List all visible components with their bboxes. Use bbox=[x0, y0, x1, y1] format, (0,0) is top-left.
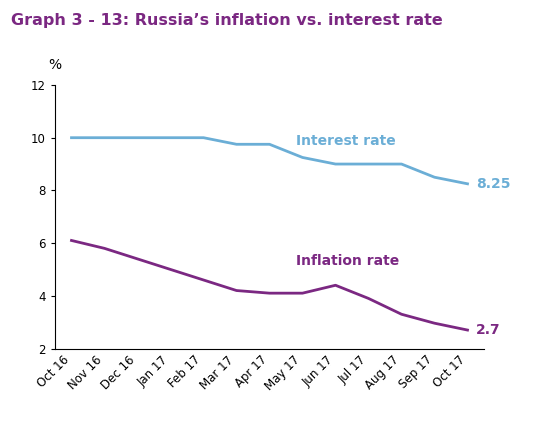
Text: %: % bbox=[48, 58, 62, 72]
Text: Inflation rate: Inflation rate bbox=[296, 254, 399, 268]
Text: Graph 3 - 13: Russia’s inflation vs. interest rate: Graph 3 - 13: Russia’s inflation vs. int… bbox=[11, 13, 443, 28]
Text: 2.7: 2.7 bbox=[476, 323, 500, 337]
Text: Interest rate: Interest rate bbox=[296, 134, 395, 148]
Text: 8.25: 8.25 bbox=[476, 177, 510, 191]
